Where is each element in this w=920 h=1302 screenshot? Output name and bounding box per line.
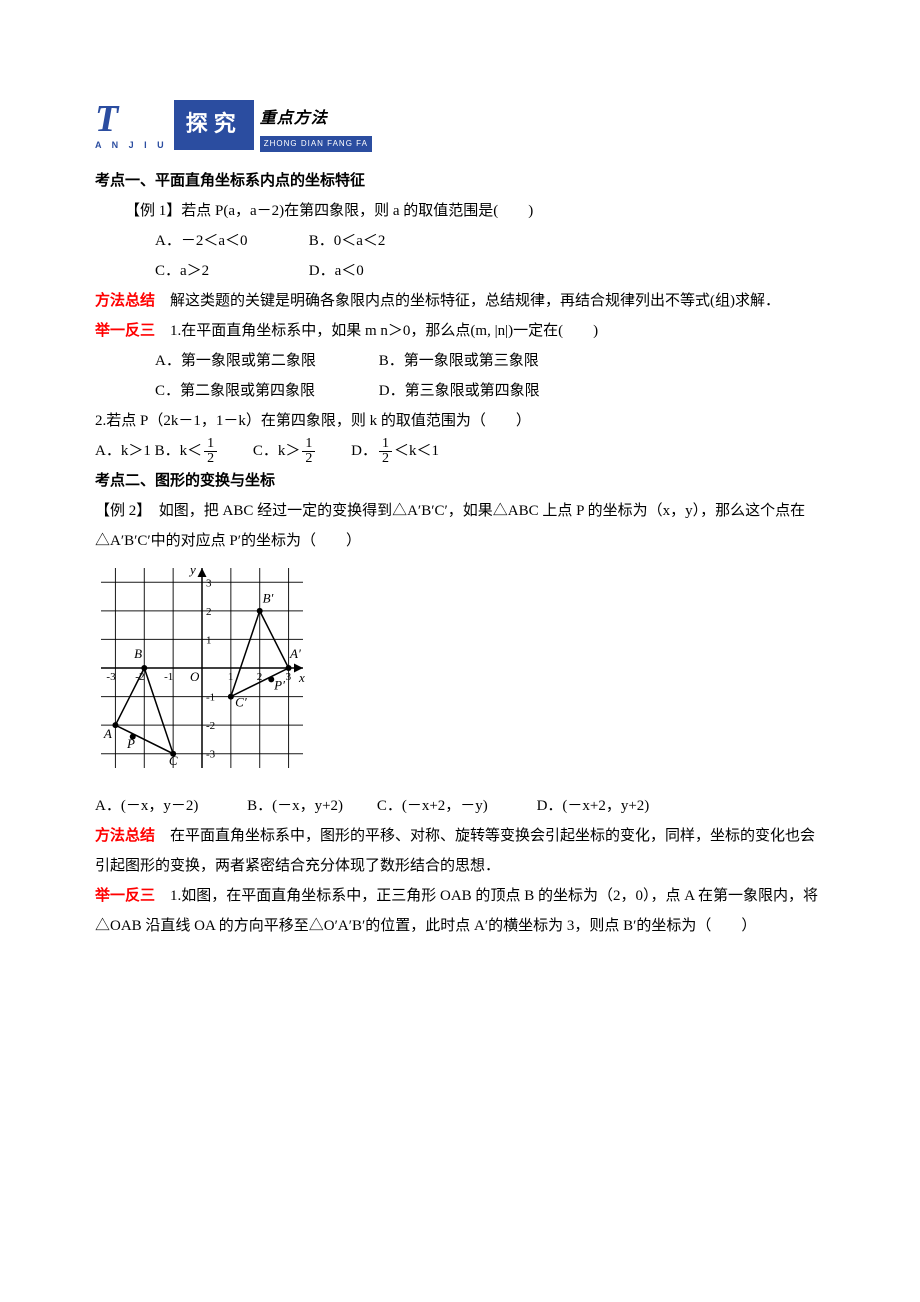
opt-d: D．a＜0: [279, 256, 429, 286]
svg-text:-1: -1: [164, 671, 173, 683]
method-text: 解这类题的关键是明确各象限内点的坐标特征，总结规律，再结合规律列出不等式(组)求…: [155, 293, 780, 309]
svg-text:x: x: [298, 670, 305, 685]
heading-kd2: 考点二、图形的变换与坐标: [95, 466, 825, 496]
variation-1-opts-row2: C．第二象限或第四象限 D．第三象限或第四象限: [95, 376, 825, 406]
opt-c: C．a＞2: [125, 256, 275, 286]
svg-text:B: B: [134, 646, 142, 661]
frac-half: 12: [302, 437, 315, 466]
example-1: 【例 1】若点 P(a，a－2)在第四象限，则 a 的取值范围是( ): [95, 196, 825, 226]
variation-label: 举一反三: [95, 323, 155, 339]
svg-text:P′: P′: [273, 677, 285, 692]
opt-a: A．－2＜a＜0: [125, 226, 275, 256]
method-summary-1: 方法总结 解这类题的关键是明确各象限内点的坐标特征，总结规律，再结合规律列出不等…: [95, 286, 825, 316]
svg-text:C′: C′: [235, 695, 247, 710]
svg-text:-1: -1: [206, 692, 215, 704]
opt-a: A．(－x，y－2): [95, 798, 198, 814]
opt-b: B．k＜12: [155, 436, 250, 466]
svg-text:1: 1: [206, 634, 212, 646]
variation-label: 举一反三: [95, 888, 155, 904]
banner-subtitle: 重点方法 ZHONG DIAN FANG FA: [260, 103, 372, 152]
opt-b: B．第一象限或第三象限: [349, 346, 569, 376]
example-1-opts-row2: C．a＞2 D．a＜0: [95, 256, 825, 286]
heading-kd1: 考点一、平面直角坐标系内点的坐标特征: [95, 166, 825, 196]
banner-title-box: 探究: [174, 100, 254, 150]
opt-c: C．(－x+2，－y): [377, 798, 488, 814]
svg-text:1: 1: [228, 671, 234, 683]
example-2-opts: A．(－x，y－2) B．(－x，y+2) C．(－x+2，－y) D．(－x+…: [95, 791, 825, 821]
svg-text:3: 3: [286, 671, 292, 683]
coordinate-svg: -3-2-1123-3-2-1123OxyABCA′B′C′PP′: [95, 562, 309, 774]
variation-text: 1.如图，在平面直角坐标系中，正三角形 OAB 的顶点 B 的坐标为（2，0），…: [95, 888, 818, 934]
example-1-opts-row1: A．－2＜a＜0 B．0＜a＜2: [95, 226, 825, 256]
method-summary-2: 方法总结 在平面直角坐标系中，图形的平移、对称、旋转等变换会引起坐标的变化，同样…: [95, 821, 825, 881]
banner-letter: T: [95, 100, 168, 138]
svg-text:-2: -2: [206, 720, 215, 732]
opt-d: D．(－x+2，y+2): [537, 798, 650, 814]
svg-text:-3: -3: [206, 749, 216, 761]
variation-1: 举一反三 1.在平面直角坐标系中，如果 m n＞0，那么点(m, |n|)一定在…: [95, 316, 825, 346]
svg-text:2: 2: [206, 606, 212, 618]
method-label: 方法总结: [95, 293, 155, 309]
variation-2-opts: A．k＞1 B．k＜12 C．k＞12 D．12＜k＜1: [95, 436, 825, 466]
svg-text:-3: -3: [106, 671, 116, 683]
svg-text:B′: B′: [263, 590, 274, 605]
svg-text:A: A: [103, 726, 112, 741]
frac-half: 12: [204, 437, 217, 466]
svg-text:A′: A′: [289, 646, 301, 661]
opt-a: A．第一象限或第二象限: [125, 346, 345, 376]
example-2: 【例 2】 如图，把 ABC 经过一定的变换得到△A′B′C′，如果△ABC 上…: [95, 496, 825, 556]
banner-letter-block: T A N J I U: [95, 100, 168, 154]
section-banner: T A N J I U 探究 重点方法 ZHONG DIAN FANG FA: [95, 100, 825, 154]
variation-kd2-1: 举一反三 1.如图，在平面直角坐标系中，正三角形 OAB 的顶点 B 的坐标为（…: [95, 881, 825, 941]
banner-sub-pinyin: A N J I U: [95, 136, 168, 154]
opt-b: B．0＜a＜2: [279, 226, 429, 256]
opt-b: B．(－x，y+2): [247, 798, 343, 814]
opt-a: A．k＞1: [95, 436, 151, 466]
banner-subtitle-cn: 重点方法: [260, 103, 328, 135]
svg-text:P: P: [126, 736, 135, 751]
svg-text:y: y: [188, 562, 196, 577]
svg-text:O: O: [190, 669, 200, 684]
svg-text:3: 3: [206, 577, 212, 589]
coordinate-figure: -3-2-1123-3-2-1123OxyABCA′B′C′PP′: [95, 562, 825, 785]
variation-1-opts-row1: A．第一象限或第二象限 B．第一象限或第三象限: [95, 346, 825, 376]
opt-c: C．第二象限或第四象限: [125, 376, 345, 406]
opt-d: D．12＜k＜1: [351, 436, 439, 466]
method-text: 在平面直角坐标系中，图形的平移、对称、旋转等变换会引起坐标的变化，同样，坐标的变…: [95, 828, 815, 874]
banner-subtitle-pinyin: ZHONG DIAN FANG FA: [260, 136, 372, 152]
method-label: 方法总结: [95, 828, 155, 844]
opt-c: C．k＞12: [253, 436, 348, 466]
variation-1-text: 1.在平面直角坐标系中，如果 m n＞0，那么点(m, |n|)一定在( ): [155, 323, 598, 339]
svg-text:C: C: [169, 753, 178, 768]
variation-2: 2.若点 P（2k－1，1－k）在第四象限，则 k 的取值范围为（ ）: [95, 406, 825, 436]
opt-d: D．第三象限或第四象限: [349, 376, 569, 406]
frac-half: 12: [379, 437, 392, 466]
